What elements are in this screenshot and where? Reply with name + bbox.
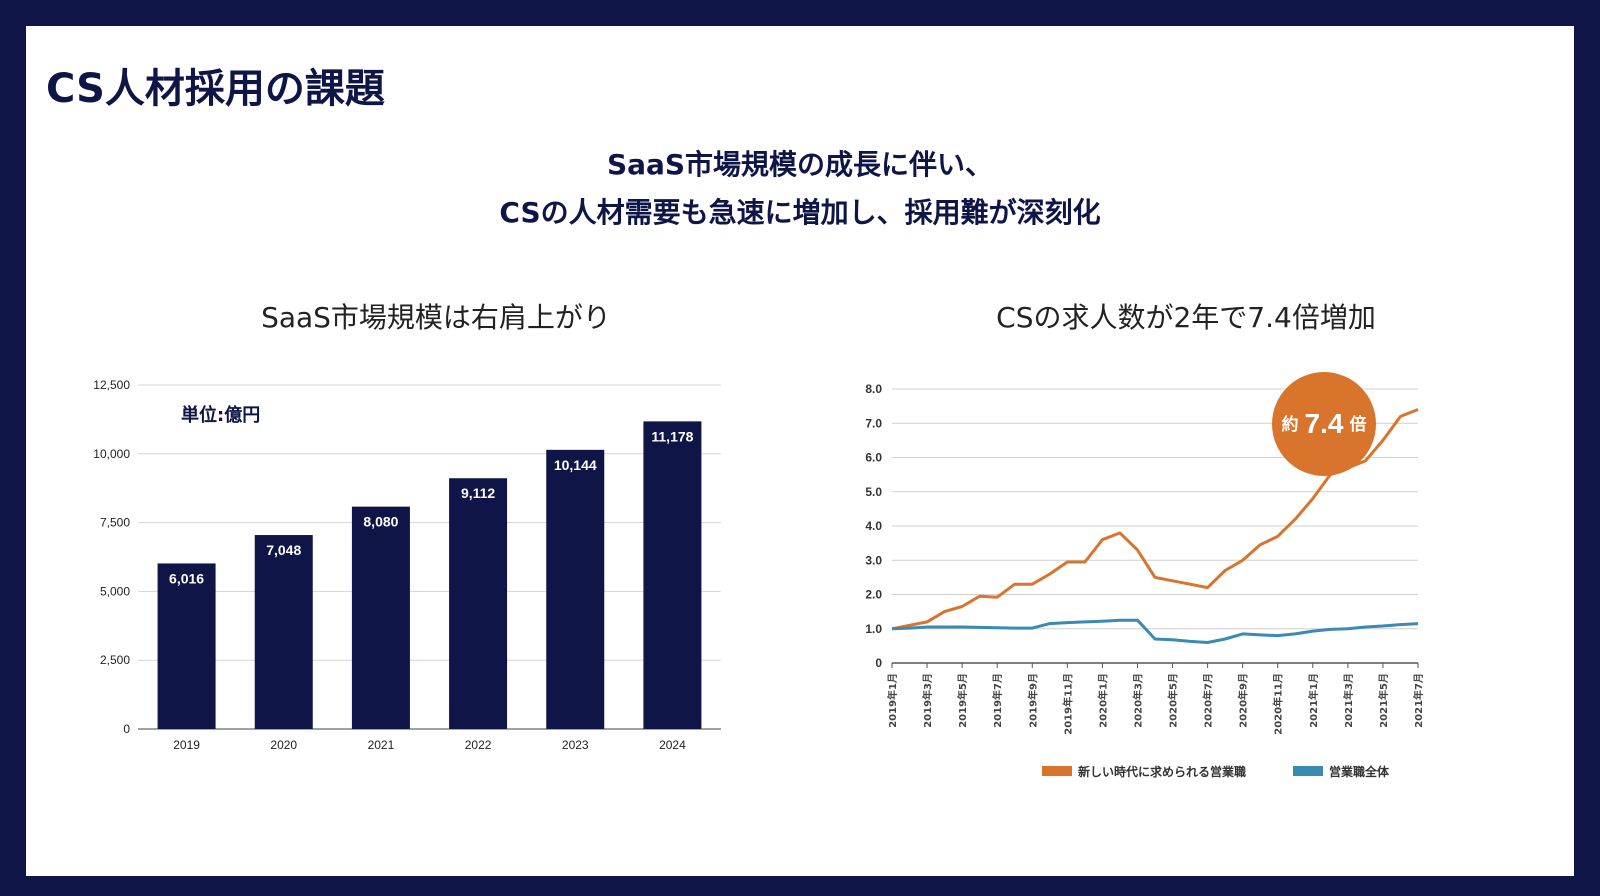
line-ytick-label: 8.0 xyxy=(865,382,882,396)
line-xtick-label: 2019年11月 xyxy=(1061,673,1074,735)
bar-xtick-label: 2021 xyxy=(368,738,395,752)
line-xtick-label: 2020年5月 xyxy=(1167,673,1180,728)
line-xtick-label: 2021年3月 xyxy=(1342,673,1355,728)
bar-ytick-label: 2,500 xyxy=(100,653,130,667)
line-xtick-label: 2021年1月 xyxy=(1307,673,1320,728)
bar xyxy=(449,478,508,729)
line-ytick-label: 4.0 xyxy=(865,519,882,533)
line-xtick-label: 2019年5月 xyxy=(956,673,969,728)
bar xyxy=(351,506,410,729)
line-chart: 0 1.0 2.0 3.0 4.0 5.0 6.0 7.0 8.0 2019年1月 2019年3月 2… xyxy=(865,372,1425,779)
bar-xtick-label: 2022 xyxy=(465,738,492,752)
line-xtick-label: 2020年3月 xyxy=(1131,673,1144,728)
bar-ytick-label: 10,000 xyxy=(93,447,130,461)
bar-chart-title: SaaS市場規模は右肩上がり xyxy=(261,301,611,334)
callout-prefix: 約 xyxy=(1282,414,1299,435)
bar-chart: 0 2,500 5,000 7,500 10,000 12,500 単位:億円 6,016 20… xyxy=(93,378,721,752)
unit-note: 単位:億円 xyxy=(181,404,260,426)
bar-value-label: 10,144 xyxy=(554,457,597,473)
subtitle-line-1: SaaS市場規模の成長に伴い、 xyxy=(606,148,994,181)
subtitle-line-2: CSの人材需要も急速に増加し、採用難が深刻化 xyxy=(499,196,1101,229)
legend-swatch xyxy=(1293,766,1323,776)
line-xtick-label: 2020年7月 xyxy=(1202,673,1215,728)
bar-ytick-label: 7,500 xyxy=(100,516,130,530)
bar xyxy=(157,563,216,729)
bar-value-label: 7,048 xyxy=(266,542,301,558)
bar-xtick-label: 2019 xyxy=(173,738,200,752)
line-xtick-label: 2019年9月 xyxy=(1026,673,1039,728)
line-ytick-label: 1.0 xyxy=(865,622,882,636)
bar-xtick-label: 2023 xyxy=(562,738,589,752)
legend-label: 新しい時代に求められる営業職 xyxy=(1078,764,1246,779)
line-ytick-label: 2.0 xyxy=(865,588,882,602)
bar-value-label: 6,016 xyxy=(169,570,204,586)
bar xyxy=(546,449,605,729)
bar-ytick-label: 0 xyxy=(123,722,130,736)
line-xtick-label: 2020年9月 xyxy=(1237,673,1250,728)
bar-ytick-label: 5,000 xyxy=(100,584,130,598)
bar-xtick-label: 2024 xyxy=(659,738,686,752)
slide-title: CS人材採用の課題 xyxy=(46,66,385,112)
line-xtick-label: 2021年7月 xyxy=(1412,673,1425,728)
line-xtick-label: 2020年1月 xyxy=(1096,673,1109,728)
line-ytick-label: 3.0 xyxy=(865,553,882,567)
line-xtick-label: 2019年3月 xyxy=(921,673,934,728)
bar xyxy=(643,421,702,729)
callout-circle xyxy=(1272,372,1376,476)
slide-subtitle: SaaS市場規模の成長に伴い、 CSの人材需要も急速に増加し、採用難が深刻化 xyxy=(26,141,1574,237)
line-chart-title: CSの求人数が2年で7.4倍増加 xyxy=(996,301,1376,334)
line-ytick-label: 0 xyxy=(875,656,882,670)
bar-xtick-label: 2020 xyxy=(270,738,297,752)
bar-value-label: 9,112 xyxy=(461,485,495,501)
line-ytick-label: 6.0 xyxy=(865,451,882,465)
line-xtick-label: 2019年1月 xyxy=(886,673,899,728)
bar xyxy=(254,535,313,729)
bar-value-label: 11,178 xyxy=(651,428,693,444)
slide: CS人材採用の課題 SaaS市場規模の成長に伴い、 CSの人材需要も急速に増加し… xyxy=(26,26,1574,876)
line-xtick-label: 2021年5月 xyxy=(1377,673,1390,728)
line-ytick-label: 5.0 xyxy=(865,485,882,499)
series-line-blue xyxy=(891,618,1419,644)
bar-ytick-label: 12,500 xyxy=(93,378,130,392)
callout-suffix: 倍 xyxy=(1350,414,1367,435)
bar-value-label: 8,080 xyxy=(363,514,398,530)
legend-swatch xyxy=(1042,766,1072,776)
line-ytick-label: 7.0 xyxy=(865,416,882,430)
line-xtick-label: 2019年7月 xyxy=(991,673,1004,728)
line-xtick-label: 2020年11月 xyxy=(1272,673,1285,735)
legend-label: 営業職全体 xyxy=(1329,764,1390,779)
callout-value: 7.4 xyxy=(1305,408,1344,439)
